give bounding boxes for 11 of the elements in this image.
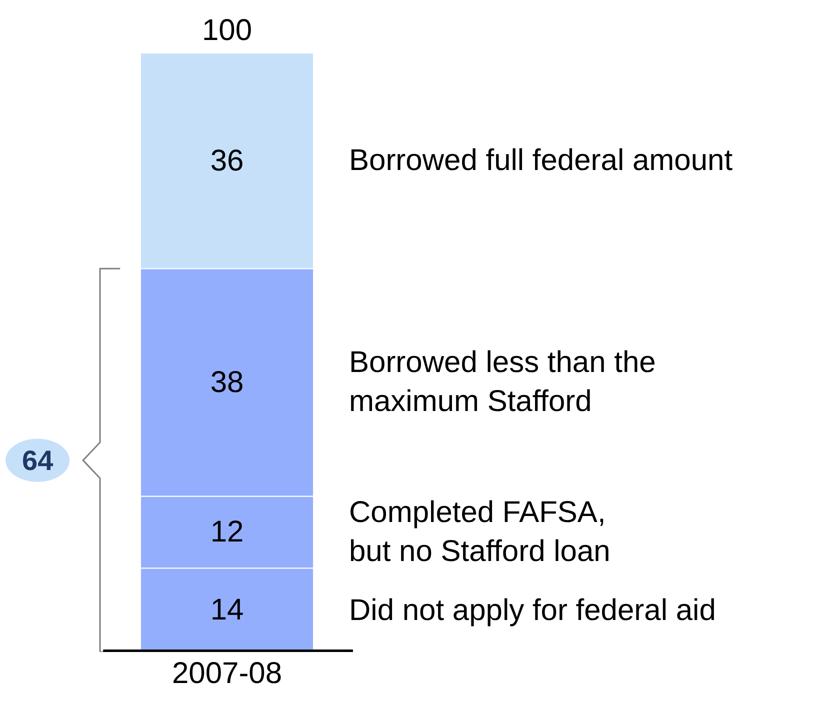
data-label: 38 xyxy=(210,366,244,399)
data-label: 14 xyxy=(210,594,244,627)
total-label: 100 xyxy=(202,14,252,47)
series-label: Did not apply for federal aid xyxy=(349,594,716,627)
series-label: Borrowed less than the maximum Stafford xyxy=(349,346,656,418)
series-label: Borrowed full federal amount xyxy=(349,144,734,177)
x-tick-label: 2007-08 xyxy=(172,657,282,690)
data-label: 36 xyxy=(210,144,244,178)
series-label: Completed FAFSA, but no Stafford loan xyxy=(349,496,610,568)
data-label: 12 xyxy=(210,516,244,549)
text: 64 xyxy=(22,445,54,476)
